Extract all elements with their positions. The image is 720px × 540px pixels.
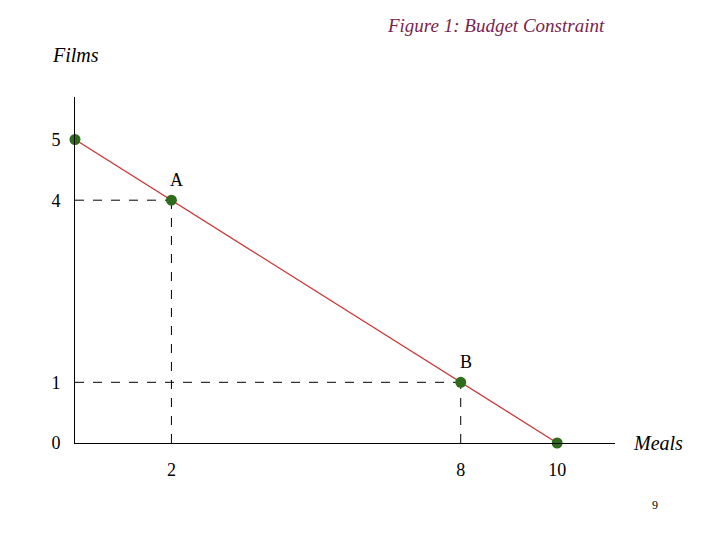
svg-text:5: 5 [51,130,60,150]
svg-text:1: 1 [51,373,60,393]
svg-text:Films: Films [52,44,99,66]
svg-text:10: 10 [548,460,566,480]
svg-text:A: A [170,170,183,190]
svg-text:Figure 1: Budget Constraint: Figure 1: Budget Constraint [387,15,605,36]
svg-text:B: B [460,352,472,372]
svg-text:0: 0 [51,433,60,453]
svg-text:2: 2 [167,460,176,480]
svg-text:9: 9 [652,498,658,512]
svg-text:8: 8 [456,460,465,480]
svg-text:4: 4 [51,190,60,210]
svg-text:Meals: Meals [633,432,683,454]
